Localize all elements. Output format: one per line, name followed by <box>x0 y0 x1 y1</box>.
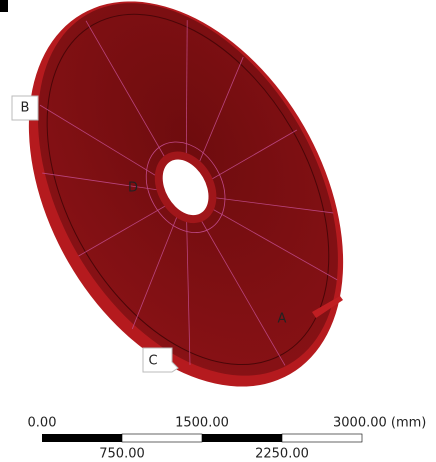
marker-label: A <box>278 312 287 327</box>
marker-label: D <box>128 181 138 196</box>
scale-segment <box>281 433 363 443</box>
scale-label: 3000.00 (mm) <box>333 416 426 431</box>
marker-box <box>142 347 179 373</box>
scale-label: 750.00 <box>99 447 145 462</box>
scale-label: 2250.00 <box>255 447 309 462</box>
pipe <box>312 296 343 318</box>
marker-label: C <box>148 354 157 369</box>
marker-label: B <box>21 101 30 116</box>
marker-box <box>11 95 39 121</box>
scale-segment <box>121 433 203 443</box>
scale-bar: 0.00 1500.00 3000.00 (mm) 750.00 2250.00 <box>28 416 427 462</box>
scale-segment <box>42 434 122 442</box>
disc-model <box>28 1 344 387</box>
scale-label: 1500.00 <box>175 416 229 431</box>
hole <box>162 159 209 216</box>
hub-ring <box>145 141 226 234</box>
inner-edge <box>46 13 330 366</box>
scale-label: 0.00 <box>28 416 57 431</box>
scale-segment <box>202 434 282 442</box>
cropped-mark <box>0 0 8 12</box>
